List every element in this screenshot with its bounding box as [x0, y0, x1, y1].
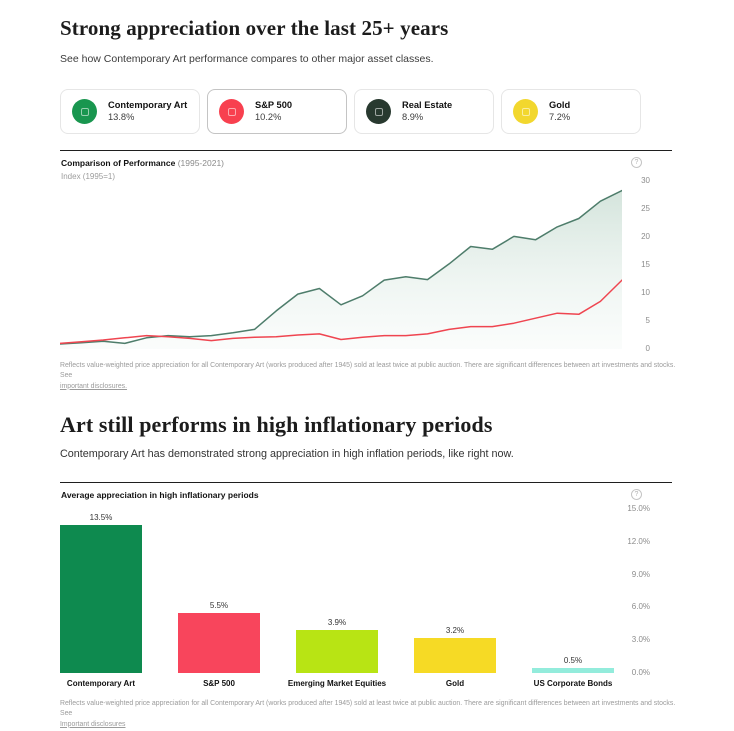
line-chart-title: Comparison of Performance (1995-2021): [61, 158, 224, 168]
card-text: S&P 500 10.2%: [255, 100, 292, 123]
bar-category-label: Contemporary Art: [66, 679, 136, 688]
bar-category-label: S&P 500: [203, 679, 235, 688]
card-value: 7.2%: [549, 111, 571, 122]
performance-footnote: Reflects value-weighted price appreciati…: [60, 361, 676, 392]
card-value: 8.9%: [402, 111, 424, 122]
legend-card-contemporary-art[interactable]: Contemporary Art 13.8%: [60, 89, 200, 134]
bar-value-label: 0.5%: [563, 656, 583, 665]
legend-card-real-estate[interactable]: Real Estate 8.9%: [354, 89, 494, 134]
legend-card-sp500[interactable]: S&P 500 10.2%: [207, 89, 347, 134]
y-tick-label: 6.0%: [631, 602, 650, 612]
legend-card-gold[interactable]: Gold 7.2%: [501, 89, 641, 134]
card-label: S&P 500: [255, 99, 293, 110]
bar: [178, 613, 260, 673]
info-icon[interactable]: ?: [631, 489, 642, 500]
inflation-bar-chart-panel: Average appreciation in high inflationar…: [60, 482, 672, 694]
inflation-footnote: Reflects value-weighted price appreciati…: [60, 699, 676, 730]
line-chart-yaxis: 30 25 20 15 10 5 0: [622, 176, 650, 354]
bar-category-label: US Corporate Bonds: [533, 679, 613, 688]
bar-category-label: Gold: [445, 679, 465, 688]
bar-group: 0.5% US Corporate Bonds: [532, 509, 614, 688]
bar-chart-yaxis: 15.0% 12.0% 9.0% 6.0% 3.0% 0.0%: [600, 504, 650, 678]
bar-chart-title: Average appreciation in high inflationar…: [61, 490, 259, 500]
card-value: 13.8%: [108, 111, 135, 122]
inflation-heading: Art still performs in high inflationary …: [60, 412, 493, 437]
performance-subtitle: See how Contemporary Art performance com…: [60, 53, 434, 65]
bar-value-label: 13.5%: [89, 513, 113, 522]
bar-group: 3.2% Gold: [414, 509, 496, 688]
card-text: Gold 7.2%: [549, 100, 570, 123]
performance-line-chart-panel: Comparison of Performance (1995-2021) ? …: [59, 150, 672, 353]
card-text: Contemporary Art 13.8%: [108, 100, 187, 123]
performance-line-chart: [59, 181, 623, 349]
asset-legend-cards: Contemporary Art 13.8% S&P 500 10.2% Rea…: [60, 89, 642, 134]
bar-value-label: 5.5%: [209, 601, 229, 610]
card-label: Contemporary Art: [108, 99, 188, 110]
bar: [532, 668, 614, 673]
card-value: 10.2%: [255, 111, 282, 122]
gold-dot-icon: [513, 99, 538, 124]
y-tick-label: 3.0%: [631, 635, 650, 645]
card-text: Real Estate 8.9%: [402, 100, 452, 123]
y-tick-label: 10: [641, 288, 650, 297]
y-tick-label: 9.0%: [631, 569, 650, 579]
footnote-text: Reflects value-weighted price appreciati…: [60, 700, 676, 718]
y-tick-label: 30: [641, 176, 650, 185]
important-disclosures-link[interactable]: Important disclosures: [60, 720, 126, 728]
y-tick-label: 15.0%: [627, 504, 650, 513]
footnote-text: Reflects value-weighted price appreciati…: [60, 362, 676, 380]
important-disclosures-link[interactable]: important disclosures.: [60, 382, 128, 390]
bar-value-label: 3.9%: [327, 618, 347, 627]
card-label: Real Estate: [402, 99, 453, 110]
info-icon[interactable]: ?: [631, 157, 642, 168]
inflation-bar-chart: 13.5% Contemporary Art 5.5% S&P 500 3.9% Emer…: [60, 509, 614, 688]
bar-category-label: Emerging Market Equities: [287, 679, 387, 688]
y-tick-label: 20: [641, 232, 650, 241]
inflation-subtitle: Contemporary Art has demonstrated strong…: [60, 448, 514, 460]
y-tick-label: 0.0%: [631, 667, 650, 677]
y-tick-label: 25: [641, 204, 650, 213]
bar: [60, 525, 142, 673]
contemporary-art-dot-icon: [72, 99, 97, 124]
bar-group: 5.5% S&P 500: [178, 509, 260, 688]
bar: [414, 638, 496, 673]
sp500-dot-icon: [219, 99, 244, 124]
y-tick-label: 0: [645, 344, 650, 353]
bar-group: 3.9% Emerging Market Equities: [288, 509, 386, 688]
performance-heading: Strong appreciation over the last 25+ ye…: [60, 16, 449, 40]
bar-value-label: 3.2%: [445, 626, 465, 635]
y-tick-label: 5: [645, 316, 650, 325]
bar-group: 13.5% Contemporary Art: [60, 509, 142, 688]
real-estate-dot-icon: [366, 99, 391, 124]
y-tick-label: 12.0%: [627, 536, 650, 546]
line-chart-index-label: Index (1995=1): [61, 172, 116, 181]
card-label: Gold: [549, 99, 571, 110]
y-tick-label: 15: [641, 260, 650, 269]
bar: [296, 630, 378, 673]
